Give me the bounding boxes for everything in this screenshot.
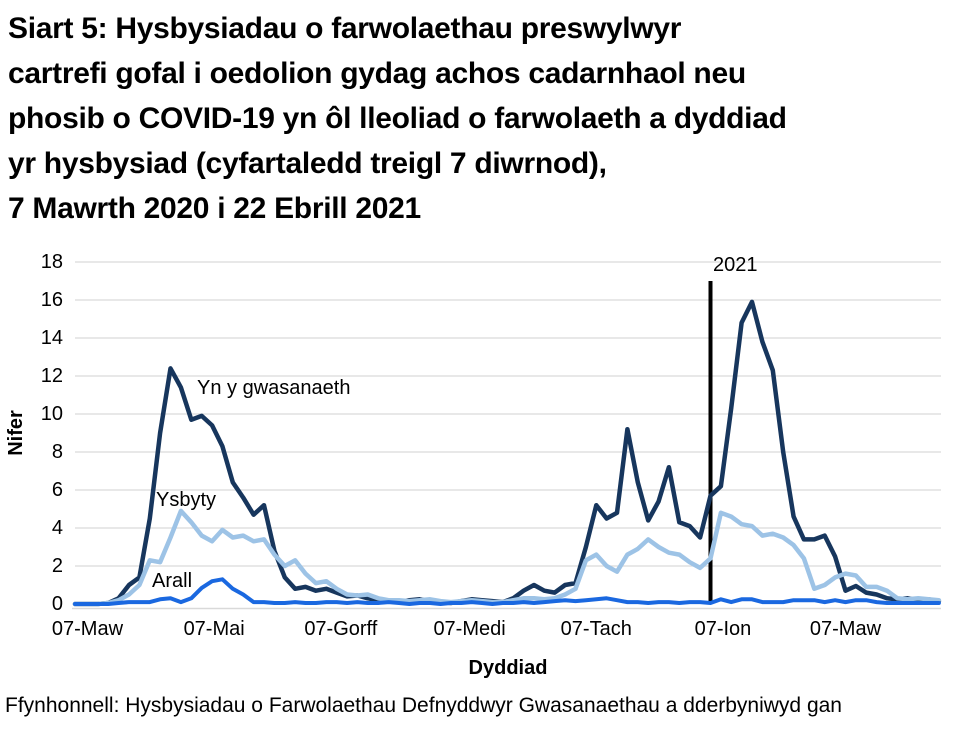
x-tick-label: 07-Medi — [433, 618, 506, 640]
series-label-yn-y-gwasanaeth: Yn y gwasanaeth — [197, 377, 351, 399]
series-label-arall: Arall — [152, 570, 193, 592]
x-tick-label: 07-Maw — [809, 618, 882, 640]
y-tick-label: 12 — [40, 365, 63, 387]
y-tick-label: 0 — [51, 593, 63, 615]
x-tick-label: 07-Tach — [560, 618, 632, 640]
x-tick-label: 07-Maw — [51, 618, 124, 640]
y-tick-label: 6 — [51, 479, 63, 501]
y-tick-label: 18 — [40, 251, 63, 273]
y-axis-title: Nifer — [5, 410, 27, 456]
x-tick-label: 07-Mai — [183, 618, 245, 640]
y-tick-label: 16 — [40, 289, 63, 311]
x-tick-label: 07-Ion — [694, 618, 752, 640]
x-axis-title: Dyddiad — [468, 657, 548, 679]
y-tick-label: 2 — [51, 555, 63, 577]
source-note: Ffynhonnell: Hysbysiadau o Farwolaethau … — [5, 694, 842, 717]
chart-title: Siart 5: Hysbysiadau o farwolaethau pres… — [8, 12, 787, 225]
y-tick-label: 4 — [51, 517, 63, 539]
series-label-ysbyty: Ysbyty — [156, 489, 217, 511]
y-tick-label: 8 — [51, 441, 63, 463]
y-tick-label: 10 — [40, 403, 63, 425]
y-tick-label: 14 — [40, 327, 63, 349]
x-tick-label: 07-Gorff — [304, 618, 378, 640]
annotation-2021-label: 2021 — [713, 254, 758, 276]
